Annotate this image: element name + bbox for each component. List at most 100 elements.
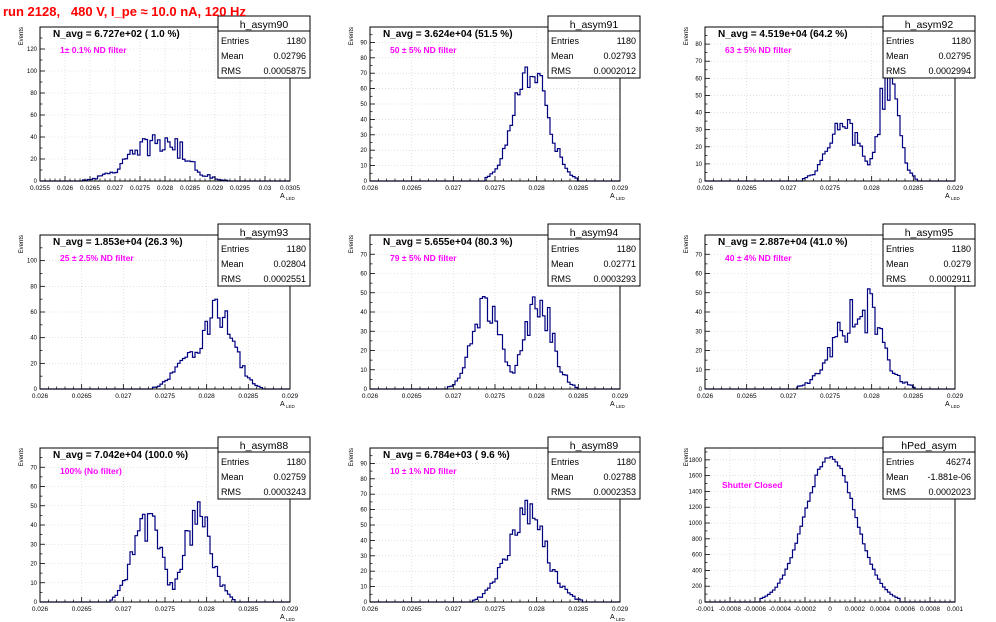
y-tick-label: 800 bbox=[692, 537, 703, 543]
y-tick-label: 40 bbox=[695, 310, 702, 316]
y-tick-label: 50 bbox=[360, 291, 367, 297]
x-tick-label: 0.0265 bbox=[72, 606, 92, 613]
n-avg-label: N_avg = 3.624e+04 (51.5 %) bbox=[383, 29, 513, 40]
y-tick-label: 60 bbox=[30, 113, 37, 119]
y-axis-label: Events bbox=[19, 448, 25, 466]
n-avg-label: N_avg = 7.042e+04 (100.0 %) bbox=[53, 450, 188, 461]
stats-value-rms: 0.0002353 bbox=[593, 487, 636, 497]
x-tick-label: 0.026 bbox=[362, 393, 379, 400]
x-tick-label: 0.027 bbox=[445, 393, 462, 400]
x-axis-label-subscript: LED bbox=[616, 404, 626, 409]
x-tick-label: 0.0275 bbox=[485, 606, 505, 613]
y-tick-label: 20 bbox=[360, 569, 367, 575]
y-tick-label: 120 bbox=[27, 47, 38, 53]
stats-value-mean: 0.02795 bbox=[938, 51, 971, 61]
stats-box: h_asym92 Entries 1180 Mean 0.02795 RMS 0.00029… bbox=[882, 15, 976, 79]
y-axis-label: Events bbox=[19, 235, 25, 253]
x-tick-label: 0.0285 bbox=[903, 185, 923, 192]
y-tick-label: 30 bbox=[360, 329, 367, 335]
stats-value-mean: 0.02796 bbox=[273, 51, 306, 61]
y-axis-label: Events bbox=[349, 448, 355, 466]
y-tick-label: 60 bbox=[695, 272, 702, 278]
x-axis-label: A bbox=[610, 614, 615, 621]
x-tick-label: 0.028 bbox=[199, 606, 216, 613]
x-axis-label: A bbox=[945, 193, 950, 200]
stats-box: h_asym93 Entries 1180 Mean 0.02804 RMS 0.00025… bbox=[217, 223, 311, 287]
x-axis-label: A bbox=[280, 193, 285, 200]
x-tick-label: 0.027 bbox=[445, 185, 462, 192]
stats-label-entries: Entries bbox=[221, 457, 250, 467]
histogram-name: h_asym91 bbox=[570, 19, 619, 31]
stats-value-entries: 1180 bbox=[287, 457, 306, 467]
y-tick-label: 70 bbox=[360, 492, 367, 498]
stats-label-mean: Mean bbox=[221, 259, 244, 269]
y-tick-label: 20 bbox=[360, 148, 367, 154]
stats-label-rms: RMS bbox=[551, 66, 571, 76]
stats-label-entries: Entries bbox=[886, 36, 915, 46]
n-avg-label: N_avg = 6.784e+03 ( 9.6 %) bbox=[383, 450, 510, 461]
filter-label: 10 ± 1% ND filter bbox=[390, 466, 457, 476]
stats-value-entries: 1180 bbox=[287, 244, 306, 254]
histogram-series bbox=[40, 134, 290, 182]
stats-label-entries: Entries bbox=[886, 244, 915, 254]
histogram-panel-h_asym93: 0.026 0.0265 0.027 0.0275 0.028 0.0285 0.029 0 2… bbox=[19, 223, 311, 409]
stats-box-frame bbox=[217, 436, 311, 500]
stats-box: h_asym91 Entries 1180 Mean 0.02793 RMS 0.00020… bbox=[547, 15, 641, 79]
x-tick-label: 0.029 bbox=[612, 606, 629, 613]
y-tick-label: 0 bbox=[699, 387, 703, 393]
histogram-series bbox=[705, 67, 955, 182]
y-axis-label: Events bbox=[19, 27, 25, 45]
histogram-series bbox=[705, 456, 955, 603]
y-tick-label: 50 bbox=[695, 291, 702, 297]
y-axis-label: Events bbox=[684, 448, 690, 466]
filter-label: 1± 0.1% ND filter bbox=[60, 45, 127, 55]
y-tick-label: 90 bbox=[360, 40, 367, 46]
stats-box-frame bbox=[882, 15, 976, 79]
x-tick-label: 0.0275 bbox=[485, 185, 505, 192]
stats-label-rms: RMS bbox=[551, 274, 571, 284]
stats-box-frame bbox=[547, 223, 641, 287]
n-avg-label: N_avg = 6.727e+02 ( 1.0 %) bbox=[53, 29, 180, 40]
histogram-name: h_asym95 bbox=[905, 227, 954, 239]
x-tick-label: 0.026 bbox=[697, 393, 714, 400]
y-tick-label: 40 bbox=[360, 310, 367, 316]
histogram-name: h_asym94 bbox=[570, 227, 619, 239]
x-tick-label: 0.029 bbox=[947, 185, 964, 192]
stats-value-mean: -1.881e-06 bbox=[927, 472, 971, 482]
x-tick-label: 0.026 bbox=[362, 606, 379, 613]
x-tick-label: 0.027 bbox=[780, 185, 797, 192]
x-tick-label: 0.027 bbox=[445, 606, 462, 613]
y-tick-label: 20 bbox=[695, 349, 702, 355]
x-tick-label: 0.0285 bbox=[903, 393, 923, 400]
x-axis-label: A bbox=[610, 401, 615, 408]
stats-label-rms: RMS bbox=[886, 66, 906, 76]
x-axis-label-subscript: LED bbox=[616, 617, 626, 622]
x-tick-label: 0.027 bbox=[780, 393, 797, 400]
histogram-panel-h_asym88: 0.026 0.0265 0.027 0.0275 0.028 0.0285 0.029 0 1… bbox=[19, 436, 311, 622]
x-tick-label: -0.0006 bbox=[744, 606, 766, 613]
stats-value-rms: 0.0002994 bbox=[928, 66, 971, 76]
histogram-panel-h_asym92: 0.026 0.0265 0.027 0.0275 0.028 0.0285 0.029 0 1… bbox=[684, 15, 976, 201]
y-tick-label: 1400 bbox=[689, 489, 703, 495]
x-tick-label: 0.03 bbox=[259, 185, 272, 192]
y-tick-label: 50 bbox=[695, 93, 702, 99]
stats-value-mean: 0.02804 bbox=[273, 259, 306, 269]
stats-label-entries: Entries bbox=[221, 36, 250, 46]
histogram-panel-h_asym94: 0.026 0.0265 0.027 0.0275 0.028 0.0285 0.029 0 1… bbox=[349, 223, 641, 409]
n-avg-label: N_avg = 4.519e+04 (64.2 %) bbox=[718, 29, 848, 40]
x-tick-label: 0.001 bbox=[947, 606, 964, 613]
stats-value-mean: 0.02759 bbox=[273, 472, 306, 482]
x-tick-label: 0.0004 bbox=[870, 606, 890, 613]
x-tick-label: 0.0265 bbox=[402, 185, 422, 192]
y-tick-label: 80 bbox=[30, 91, 37, 97]
histogram-name: h_asym90 bbox=[240, 19, 289, 31]
x-tick-label: 0.027 bbox=[107, 185, 124, 192]
y-tick-label: 10 bbox=[360, 368, 367, 374]
y-tick-label: 20 bbox=[695, 145, 702, 151]
x-tick-label: 0.027 bbox=[115, 393, 132, 400]
stats-box-frame bbox=[882, 436, 976, 500]
stats-label-entries: Entries bbox=[551, 36, 580, 46]
y-tick-label: 60 bbox=[360, 87, 367, 93]
y-tick-label: 70 bbox=[695, 59, 702, 65]
